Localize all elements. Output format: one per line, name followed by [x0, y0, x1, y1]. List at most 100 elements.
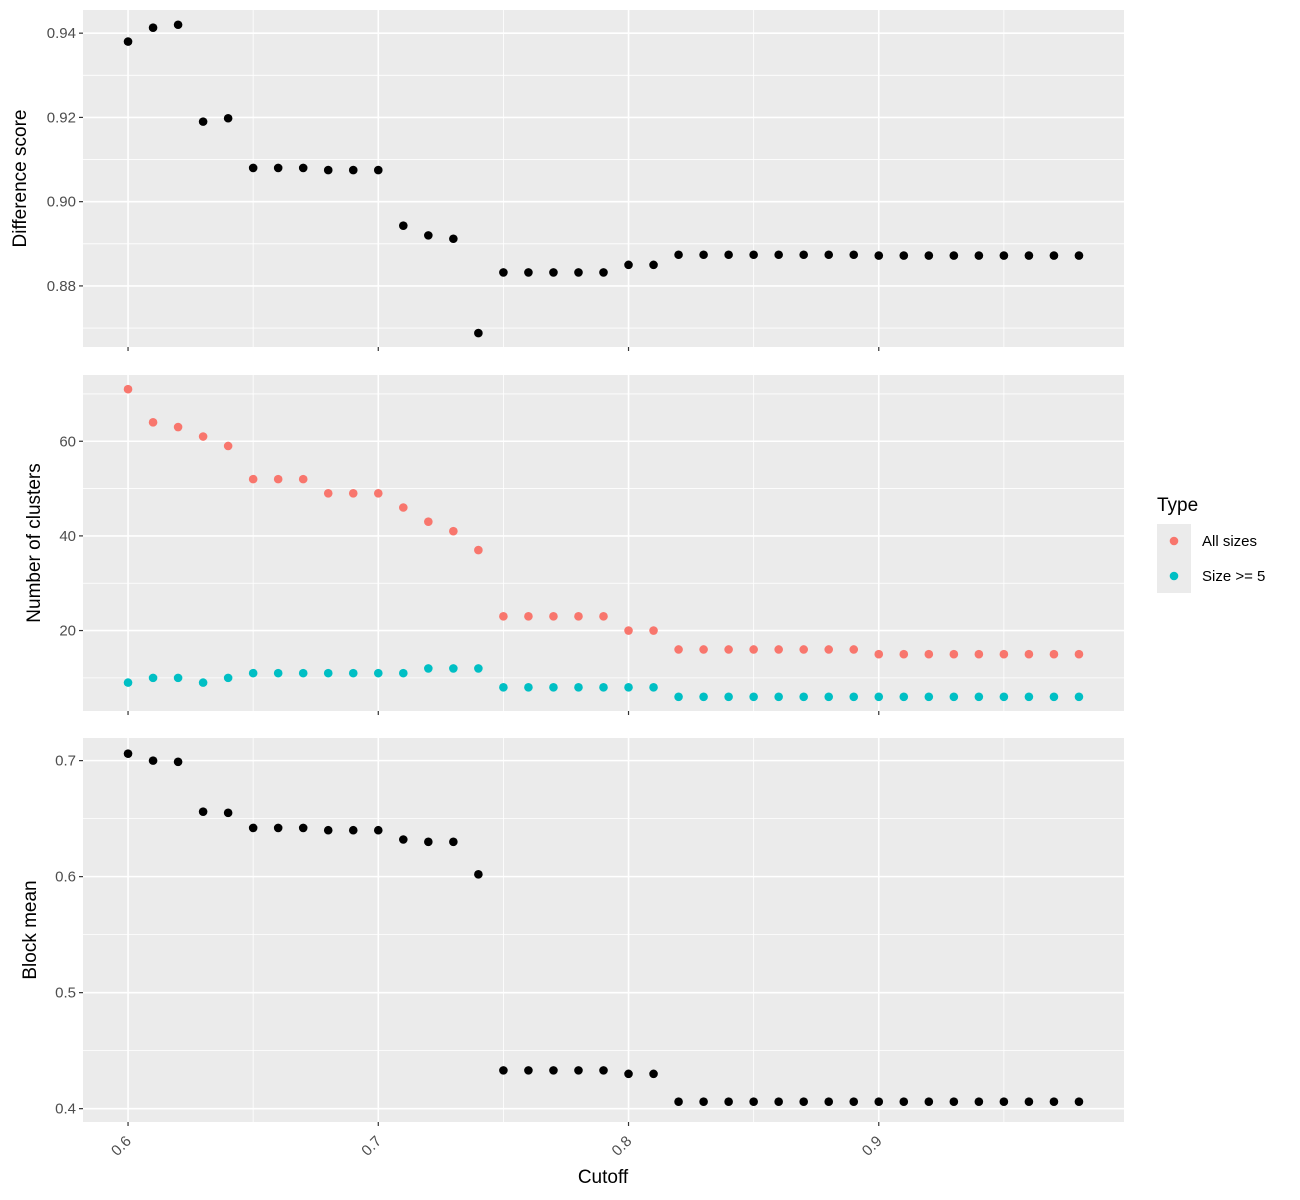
- data-point: [424, 837, 433, 847]
- data-point: [474, 870, 483, 879]
- data-point: [248, 668, 258, 678]
- data-point: [223, 673, 233, 683]
- series-2: [123, 664, 1084, 702]
- y-tick-label: 0.5: [55, 985, 76, 1002]
- data-point: [1049, 1097, 1059, 1106]
- data-point: [999, 1097, 1009, 1106]
- data-point: [424, 231, 433, 240]
- data-point: [649, 626, 658, 635]
- data-point: [323, 165, 333, 175]
- data-point: [298, 163, 308, 173]
- x-axis: 0.6 0.7 0.8 0.9: [108, 1133, 885, 1160]
- legend-title: Type: [1157, 495, 1198, 516]
- data-point: [348, 668, 358, 678]
- data-point: [1024, 692, 1034, 702]
- data-point: [198, 678, 208, 687]
- data-point: [348, 489, 358, 498]
- data-point: [674, 645, 683, 654]
- data-point: [824, 645, 834, 654]
- data-point: [424, 517, 433, 527]
- y-tick-label: 0.4: [55, 1101, 76, 1118]
- data-point: [899, 1097, 909, 1106]
- data-point: [849, 1097, 859, 1106]
- data-point: [674, 250, 683, 260]
- data-point: [824, 692, 834, 702]
- data-point: [674, 1097, 683, 1106]
- data-point: [198, 807, 208, 816]
- legend-label: All sizes: [1202, 533, 1257, 550]
- data-point: [724, 645, 733, 654]
- data-point: [148, 673, 158, 683]
- data-point: [599, 268, 608, 277]
- data-point: [624, 683, 633, 692]
- data-point: [549, 268, 558, 277]
- data-point: [1024, 1097, 1034, 1106]
- y-tick-label: 0.90: [47, 194, 76, 211]
- y-tick-label: 40: [59, 528, 76, 545]
- data-point: [649, 683, 658, 692]
- data-point: [399, 668, 408, 678]
- data-point: [774, 692, 783, 702]
- y-tick-label: 0.92: [47, 109, 76, 126]
- data-point: [123, 384, 133, 394]
- data-point: [999, 692, 1009, 702]
- data-point: [123, 37, 133, 46]
- data-point: [699, 645, 708, 654]
- data-point: [549, 683, 558, 692]
- data-point: [824, 250, 834, 260]
- data-point: [974, 1097, 984, 1106]
- data-point: [1024, 251, 1034, 260]
- series-1: [123, 749, 1084, 1106]
- y-tick-label: 0.7: [55, 753, 76, 770]
- y-tick-label: 0.88: [47, 278, 76, 295]
- data-point: [974, 692, 984, 702]
- data-point: [749, 645, 758, 654]
- y-tick-label: 60: [59, 433, 76, 450]
- legend-key: [1169, 571, 1179, 581]
- data-point: [499, 1066, 508, 1075]
- data-point: [449, 234, 458, 244]
- data-point: [123, 749, 133, 758]
- data-point: [974, 251, 984, 260]
- legend-label: Size >= 5: [1202, 568, 1265, 585]
- panel-3: 0.4 0.5 0.6 0.7 Block mean: [20, 738, 1124, 1126]
- data-point: [699, 250, 708, 260]
- data-point: [323, 489, 333, 498]
- panel-background: [83, 10, 1124, 347]
- data-point: [749, 250, 758, 260]
- data-point: [198, 432, 208, 441]
- legend-key-background: [1157, 524, 1191, 593]
- data-point: [173, 422, 183, 432]
- data-point: [148, 756, 158, 765]
- x-tick-label: 0.9: [859, 1133, 886, 1160]
- data-point: [549, 1066, 558, 1075]
- y-axis-title: Difference score: [10, 110, 31, 248]
- data-point: [298, 474, 308, 484]
- data-point: [148, 23, 158, 32]
- data-point: [924, 692, 934, 702]
- data-point: [774, 1097, 783, 1106]
- data-point: [399, 221, 408, 230]
- data-point: [924, 251, 934, 260]
- data-point: [899, 251, 909, 260]
- data-point: [949, 251, 959, 260]
- data-point: [323, 668, 333, 678]
- data-point: [949, 692, 959, 702]
- data-point: [649, 260, 658, 270]
- data-point: [474, 664, 483, 673]
- data-point: [499, 683, 508, 692]
- data-point: [649, 1069, 658, 1079]
- x-tick-label: 0.7: [358, 1133, 385, 1160]
- data-point: [524, 683, 533, 692]
- y-axis-title: Block mean: [20, 880, 41, 979]
- x-tick-label: 0.6: [108, 1133, 135, 1160]
- data-point: [449, 837, 458, 847]
- data-point: [298, 823, 308, 833]
- x-axis-title: Cutoff: [578, 1167, 629, 1188]
- data-point: [373, 668, 383, 678]
- data-point: [999, 251, 1009, 260]
- data-point: [699, 692, 708, 702]
- data-point: [373, 489, 383, 498]
- data-point: [148, 418, 158, 427]
- x-tick-label: 0.8: [609, 1133, 636, 1160]
